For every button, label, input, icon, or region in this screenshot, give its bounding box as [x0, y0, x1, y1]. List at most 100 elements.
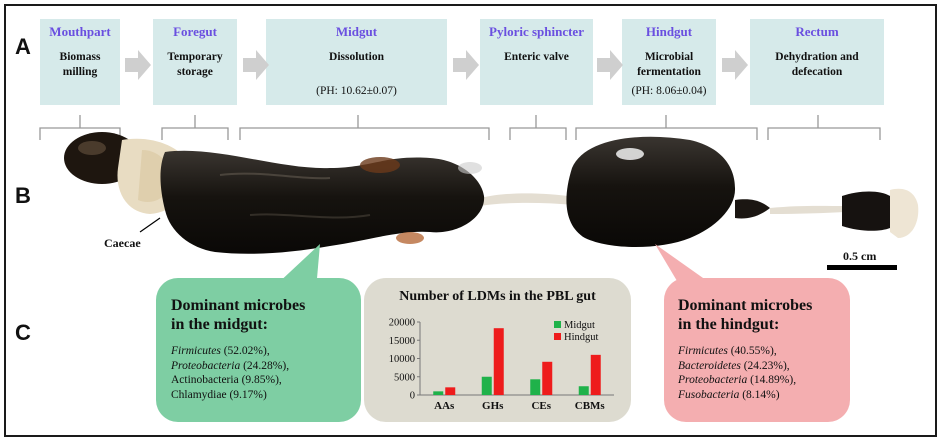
- microbe-name: Proteobacteria: [171, 359, 241, 372]
- microbe-percent: (52.02%),: [223, 345, 270, 357]
- stage-description: Enteric valve: [480, 50, 593, 65]
- y-tick-label: 5000: [394, 372, 415, 383]
- microbe-percent: (24.28%),: [243, 359, 290, 372]
- bar-hindgut-cbms: [590, 354, 601, 395]
- x-tick-label: CBMs: [575, 400, 606, 412]
- stage-ph: (PH: 10.62±0.07): [316, 85, 397, 97]
- figure-frame: [4, 4, 937, 437]
- hindgut-microbes-box: Dominant microbes in the hindgut: Firmic…: [664, 278, 850, 422]
- legend-swatch: [554, 333, 561, 340]
- microbe-name: Chlamydiae: [171, 388, 227, 401]
- bracket-midgut: [239, 115, 490, 140]
- bracket-hindgut: [575, 115, 758, 140]
- stage-description-line: storage: [177, 66, 213, 78]
- x-tick-label: GHs: [482, 400, 504, 412]
- bracket-mouthpart: [39, 115, 121, 140]
- stage-description-line: Temporary: [167, 51, 223, 63]
- stage-rectum: Rectum Dehydration and defecation: [750, 19, 884, 105]
- stage-description-line: Biomass: [59, 51, 101, 63]
- bar-hindgut-aas: [445, 387, 456, 395]
- microbe-percent: (14.89%),: [750, 374, 797, 386]
- stage-midgut: Midgut Dissolution (PH: 10.62±0.07): [266, 19, 447, 105]
- panel-label-c: C: [15, 320, 31, 345]
- stage-foregut: Foregut Temporary storage: [153, 19, 237, 105]
- bracket-rectum: [767, 115, 881, 140]
- stage-description-line: Enteric valve: [504, 51, 569, 63]
- microbe-name: Actinobacteria: [171, 374, 239, 386]
- stage-description-line: Dehydration and: [775, 51, 859, 63]
- flow-arrow-icon: [597, 50, 623, 80]
- hindgut-box-title: Dominant microbes in the hindgut:: [678, 296, 812, 334]
- bar-midgut-aas: [433, 391, 444, 395]
- stage-description-line: Dissolution: [329, 51, 384, 63]
- midgut-box-title-line2: in the midgut:: [171, 316, 268, 333]
- microbe-percent: (8.14%): [742, 388, 780, 401]
- hindgut-microbe-list: Firmicutes (40.55%), Bacteroidetes (24.23…: [678, 344, 812, 402]
- midgut-microbes-box: Dominant microbes in the midgut: Firmicu…: [156, 278, 361, 422]
- pyloric-tissue: [480, 193, 575, 206]
- microbe-name: Bacteroidetes: [678, 359, 741, 372]
- ldm-bar-chart: 0 5000 10000 15000 20000 AAs GHs CEs CBMs MidgutH…: [389, 318, 614, 412]
- midgut-microbe-list: Firmicutes (52.02%), Proteobacteria (24.2…: [171, 344, 305, 402]
- stage-description: Temporary storage: [153, 50, 237, 80]
- stage-description: Biomass milling: [40, 50, 120, 80]
- flow-arrow-icon: [722, 50, 748, 80]
- stage-name: Hindgut: [645, 24, 693, 39]
- hindgut-box-title-line2: in the hindgut:: [678, 316, 780, 333]
- scale-bar: [827, 265, 897, 270]
- midgut-segment: [160, 150, 485, 254]
- chart-title: Number of LDMs in the PBL gut: [399, 289, 596, 304]
- stage-name: Midgut: [335, 24, 378, 39]
- stage-hindgut: Hindgut Microbial fermentation (PH: 8.06±0.…: [622, 19, 716, 105]
- midgut-box-title: Dominant microbes in the midgut:: [171, 296, 305, 334]
- flow-arrow-icon: [243, 50, 269, 80]
- bracket-foregut: [161, 115, 229, 140]
- microbe-name: Firmicutes: [678, 345, 728, 357]
- y-tick-label: 10000: [389, 354, 415, 365]
- hindgut-box-title-line1: Dominant microbes: [678, 297, 813, 314]
- ldm-chart-box: Number of LDMs in the PBL gut 0 5000 10000…: [364, 278, 631, 422]
- midgut-box-title-line1: Dominant microbes: [171, 297, 306, 314]
- stage-description: Microbial fermentation: [622, 50, 716, 80]
- scale-bar-label: 0.5 cm: [843, 249, 877, 263]
- legend-label: Midgut: [564, 320, 595, 331]
- anus-tissue: [890, 188, 919, 238]
- region-brackets: [39, 115, 881, 140]
- bar-midgut-ces: [530, 379, 541, 395]
- stage-description-line: fermentation: [637, 66, 701, 78]
- legend-swatch: [554, 321, 561, 328]
- stage-name: Mouthpart: [49, 24, 111, 39]
- x-tick-label: CEs: [531, 400, 551, 412]
- stage-description-line: Microbial: [644, 51, 694, 63]
- microbe-name: Firmicutes: [171, 345, 221, 357]
- caecae-pointer: [139, 217, 161, 233]
- panel-label-a: A: [15, 34, 31, 59]
- bar-hindgut-ghs: [493, 328, 504, 395]
- microbe-name: Proteobacteria: [678, 374, 748, 386]
- stage-name: Foregut: [173, 24, 217, 39]
- microbe-name: Fusobacteria: [678, 388, 740, 401]
- stage-name: Pyloric sphincter: [489, 24, 584, 39]
- panel-label-b: B: [15, 183, 31, 208]
- microbe-percent: (24.23%),: [743, 359, 790, 372]
- stage-name: Rectum: [795, 24, 839, 39]
- flow-arrow-icon: [125, 50, 151, 80]
- microbe-percent: (9.85%),: [241, 374, 282, 386]
- legend-label: Hindgut: [564, 332, 599, 343]
- y-tick-label: 20000: [389, 318, 415, 329]
- y-tick-label: 15000: [389, 336, 415, 347]
- stage-ph: (PH: 8.06±0.04): [631, 85, 707, 97]
- hindgut-segment: [566, 136, 736, 247]
- stage-pyloric-sphincter: Pyloric sphincter Enteric valve: [480, 19, 593, 105]
- bracket-pyloric: [509, 115, 567, 140]
- bar-midgut-cbms: [578, 386, 589, 395]
- y-tick-label: 0: [410, 391, 415, 402]
- stage-description: Dehydration and defecation: [750, 50, 884, 80]
- rectum-connective: [770, 205, 845, 214]
- bar-hindgut-ces: [542, 361, 553, 395]
- stage-description: Dissolution: [266, 50, 447, 65]
- stage-description-line: milling: [62, 66, 98, 78]
- caecae-label: Caecae: [104, 236, 141, 250]
- stage-mouthpart: Mouthpart Biomass milling: [40, 19, 120, 105]
